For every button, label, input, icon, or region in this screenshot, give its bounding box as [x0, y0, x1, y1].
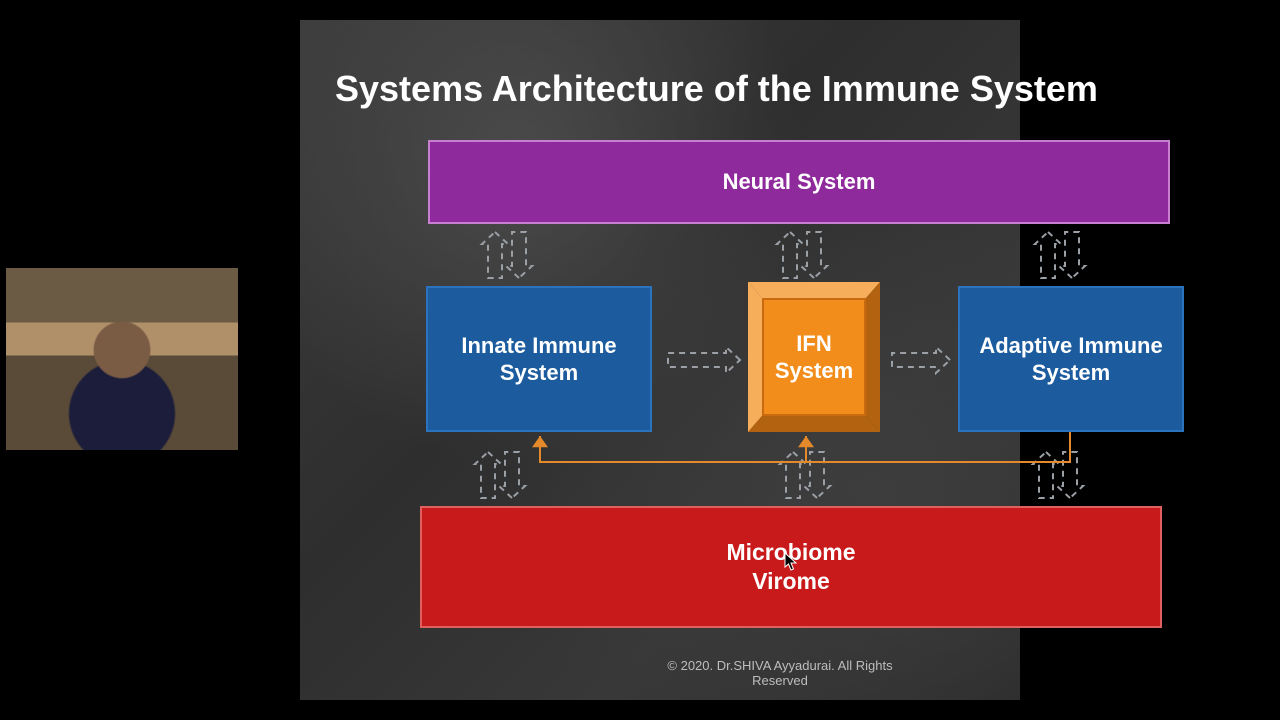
- copyright-line-2: Reserved: [752, 673, 808, 688]
- copyright-line-1: © 2020. Dr.SHIVA Ayyadurai. All Rights: [667, 658, 892, 673]
- copyright-text: © 2020. Dr.SHIVA Ayyadurai. All Rights R…: [630, 658, 930, 688]
- arrows-layer: [0, 0, 1280, 720]
